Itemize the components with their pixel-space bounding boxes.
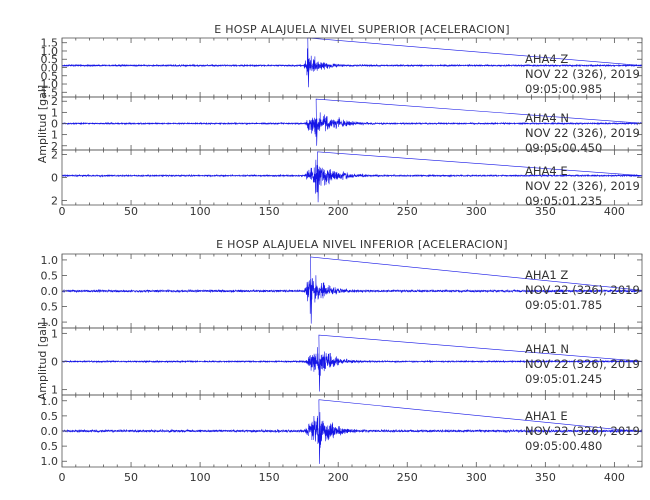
x-tick-label: 300 bbox=[466, 471, 487, 484]
x-tick-label: 0 bbox=[59, 471, 66, 484]
trace-AHA4-Z bbox=[61, 37, 643, 88]
x-tick-label: 200 bbox=[328, 471, 349, 484]
x-tick-label: 0 bbox=[59, 205, 66, 218]
y-tick-label: 0.0 bbox=[41, 62, 59, 75]
y-tick-label: 0.5 bbox=[41, 269, 59, 282]
x-tick-label: 400 bbox=[604, 205, 625, 218]
y-tick-label: 1.5 bbox=[41, 86, 59, 99]
channel-label: AHA4 E bbox=[525, 164, 568, 178]
panel-1: E HOSP ALAJUELA NIVEL SUPERIOR [ACELERAC… bbox=[36, 23, 643, 218]
panel-title: E HOSP ALAJUELA NIVEL SUPERIOR [ACELERAC… bbox=[214, 23, 510, 36]
channel-label: AHA1 E bbox=[525, 409, 568, 423]
y-tick-label: 1.0 bbox=[41, 254, 59, 267]
y-tick-label: 0.5 bbox=[41, 53, 59, 66]
y-tick-label: 0.5 bbox=[41, 301, 59, 314]
panel-title: E HOSP ALAJUELA NIVEL INFERIOR [ACELERAC… bbox=[216, 238, 508, 251]
y-tick-label: 1 bbox=[51, 106, 58, 119]
y-tick-label: 0.5 bbox=[41, 440, 59, 453]
channel-date: NOV 22 (326), 2019 bbox=[525, 424, 640, 438]
y-tick-label: 1.0 bbox=[41, 45, 59, 58]
x-tick-label: 150 bbox=[259, 205, 280, 218]
y-tick-label: 0.0 bbox=[41, 425, 59, 438]
y-tick-label: 1 bbox=[51, 327, 58, 340]
channel-time: 09:05:01.785 bbox=[525, 298, 602, 312]
channel-time: 09:05:00.985 bbox=[525, 82, 602, 96]
trace-AHA4-E bbox=[61, 151, 643, 203]
y-tick-label: 2 bbox=[51, 140, 58, 153]
channel-time: 09:05:00.450 bbox=[525, 141, 602, 155]
x-tick-label: 250 bbox=[397, 205, 418, 218]
x-tick-label: 350 bbox=[535, 205, 556, 218]
y-tick-label: 0 bbox=[51, 356, 58, 369]
y-axis-label: Amplitud [gal] bbox=[36, 322, 49, 400]
y-tick-label: 2 bbox=[51, 95, 58, 108]
y-tick-label: 1 bbox=[51, 384, 58, 397]
channel-time: 09:05:00.480 bbox=[525, 439, 602, 453]
channel-date: NOV 22 (326), 2019 bbox=[525, 283, 640, 297]
y-axis-label: Amplitud [gal] bbox=[36, 85, 49, 163]
x-tick-label: 50 bbox=[124, 205, 138, 218]
trace-AHA1-E bbox=[61, 399, 643, 464]
channel-time: 09:05:01.235 bbox=[525, 194, 602, 208]
y-tick-label: 0.5 bbox=[41, 70, 59, 83]
x-tick-label: 200 bbox=[328, 205, 349, 218]
trace-AHA1-N bbox=[62, 334, 643, 392]
channel-time: 09:05:01.245 bbox=[525, 372, 602, 386]
y-tick-label: 1.0 bbox=[41, 78, 59, 91]
x-tick-label: 50 bbox=[124, 471, 138, 484]
y-tick-label: 0 bbox=[51, 172, 58, 185]
x-tick-label: 250 bbox=[397, 471, 418, 484]
panel-2: E HOSP ALAJUELA NIVEL INFERIOR [ACELERAC… bbox=[36, 238, 643, 484]
channel-label: AHA1 N bbox=[525, 342, 569, 356]
channel-date: NOV 22 (326), 2019 bbox=[525, 67, 640, 81]
y-tick-label: 1 bbox=[51, 129, 58, 142]
y-tick-label: 1.5 bbox=[41, 37, 59, 50]
channel-label: AHA4 N bbox=[525, 111, 569, 125]
y-tick-label: 2 bbox=[51, 148, 58, 161]
x-tick-label: 100 bbox=[190, 471, 211, 484]
y-tick-label: 1.0 bbox=[41, 316, 59, 329]
y-tick-label: 0 bbox=[51, 118, 58, 131]
y-tick-label: 0.5 bbox=[41, 410, 59, 423]
x-tick-label: 350 bbox=[535, 471, 556, 484]
x-tick-label: 100 bbox=[190, 205, 211, 218]
channel-label: AHA4 Z bbox=[525, 52, 568, 66]
channel-date: NOV 22 (326), 2019 bbox=[525, 179, 640, 193]
x-tick-label: 300 bbox=[466, 205, 487, 218]
trace-AHA4-N bbox=[61, 98, 643, 146]
y-tick-label: 2 bbox=[51, 195, 58, 208]
y-tick-label: 1.0 bbox=[41, 455, 59, 468]
x-tick-label: 150 bbox=[259, 471, 280, 484]
channel-date: NOV 22 (326), 2019 bbox=[525, 357, 640, 371]
x-tick-label: 400 bbox=[604, 471, 625, 484]
trace-AHA1-Z bbox=[61, 256, 643, 324]
y-tick-label: 1.0 bbox=[41, 395, 59, 408]
y-tick-label: 0.0 bbox=[41, 285, 59, 298]
channel-label: AHA1 Z bbox=[525, 268, 568, 282]
channel-date: NOV 22 (326), 2019 bbox=[525, 126, 640, 140]
